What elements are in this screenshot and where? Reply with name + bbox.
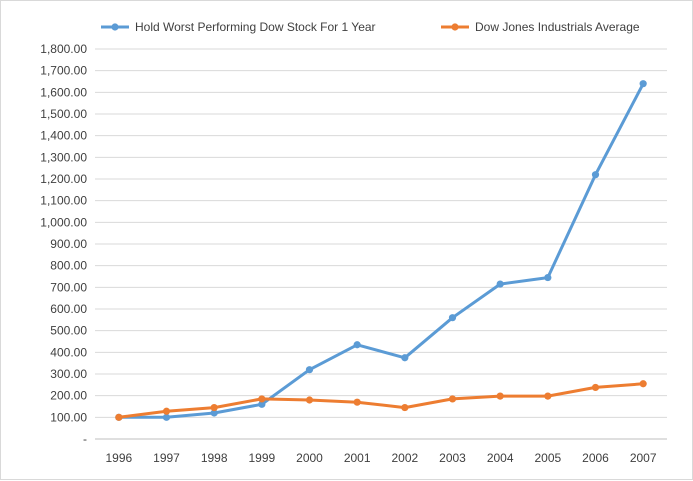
x-tick-label: 2001 bbox=[344, 451, 371, 465]
data-point bbox=[496, 392, 504, 400]
legend-swatch-marker bbox=[111, 23, 119, 31]
y-tick-label: 1,100.00 bbox=[40, 194, 87, 208]
y-tick-label: - bbox=[83, 432, 87, 446]
y-tick-label: 1,500.00 bbox=[40, 107, 87, 121]
series-1 bbox=[115, 80, 647, 421]
y-tick-label: 200.00 bbox=[50, 389, 87, 403]
x-tick-label: 1997 bbox=[153, 451, 180, 465]
data-point bbox=[639, 380, 647, 388]
y-tick-label: 1,300.00 bbox=[40, 150, 87, 164]
data-point bbox=[496, 280, 504, 288]
y-tick-label: 600.00 bbox=[50, 302, 87, 316]
x-tick-label: 1999 bbox=[248, 451, 275, 465]
x-tick-label: 2000 bbox=[296, 451, 323, 465]
series-2 bbox=[115, 380, 647, 421]
y-tick-label: 1,700.00 bbox=[40, 64, 87, 78]
legend-label: Hold Worst Performing Dow Stock For 1 Ye… bbox=[135, 20, 376, 34]
series-line bbox=[117, 82, 645, 419]
y-tick-label: 500.00 bbox=[50, 324, 87, 338]
data-point bbox=[544, 273, 552, 282]
y-axis: - 100.00 200.00 300.00 400.00 500.00 600.00 700… bbox=[40, 42, 87, 446]
data-point bbox=[544, 392, 552, 400]
y-tick-label: 800.00 bbox=[50, 259, 87, 273]
y-tick-label: 300.00 bbox=[50, 367, 87, 381]
data-point bbox=[448, 314, 457, 322]
x-tick-label: 2007 bbox=[630, 451, 657, 465]
x-tick-label: 2006 bbox=[582, 451, 609, 465]
data-point bbox=[258, 395, 266, 403]
series-line bbox=[117, 382, 645, 419]
legend-entry: Hold Worst Performing Dow Stock For 1 Ye… bbox=[101, 20, 376, 34]
y-tick-label: 400.00 bbox=[50, 345, 87, 359]
data-point bbox=[591, 383, 600, 392]
x-tick-label: 2004 bbox=[487, 451, 514, 465]
data-point bbox=[591, 171, 600, 179]
data-point bbox=[162, 407, 171, 415]
x-tick-label: 2003 bbox=[439, 451, 466, 465]
x-tick-label: 1998 bbox=[201, 451, 228, 465]
data-point bbox=[448, 395, 457, 403]
legend-swatch-marker bbox=[451, 23, 459, 31]
data-point bbox=[210, 403, 218, 412]
legend-label: Dow Jones Industrials Average bbox=[475, 20, 640, 34]
data-point bbox=[305, 396, 314, 404]
x-tick-label: 2005 bbox=[534, 451, 561, 465]
data-point bbox=[639, 80, 647, 88]
x-tick-label: 1996 bbox=[105, 451, 132, 465]
data-point bbox=[258, 400, 266, 408]
data-point bbox=[401, 354, 409, 362]
data-point bbox=[115, 413, 123, 421]
y-tick-label: 1,800.00 bbox=[40, 42, 87, 56]
x-axis: 1996 1997 1998 1999 2000 2001 2002 2003 2004 2005… bbox=[105, 451, 656, 465]
data-point bbox=[210, 409, 218, 417]
series-lines bbox=[115, 80, 647, 421]
y-tick-label: 1,400.00 bbox=[40, 129, 87, 143]
data-point bbox=[401, 403, 409, 412]
data-point bbox=[353, 398, 361, 406]
data-point bbox=[353, 341, 361, 349]
y-tick-label: 700.00 bbox=[50, 280, 87, 294]
data-point bbox=[305, 366, 314, 374]
gridlines bbox=[95, 48, 667, 440]
legend-entry: Dow Jones Industrials Average bbox=[441, 20, 640, 34]
y-tick-label: 1,600.00 bbox=[40, 85, 87, 99]
y-tick-label: 100.00 bbox=[50, 410, 87, 424]
y-tick-label: 900.00 bbox=[50, 237, 87, 251]
data-point bbox=[162, 413, 171, 421]
legend: Hold Worst Performing Dow Stock For 1 Ye… bbox=[101, 20, 640, 34]
y-tick-label: 1,200.00 bbox=[40, 172, 87, 186]
y-tick-label: 1,000.00 bbox=[40, 215, 87, 229]
x-tick-label: 2002 bbox=[391, 451, 418, 465]
